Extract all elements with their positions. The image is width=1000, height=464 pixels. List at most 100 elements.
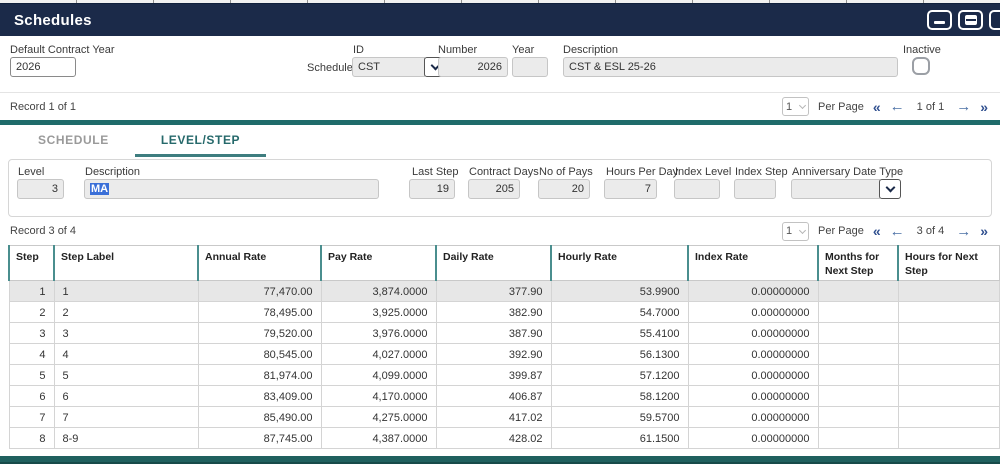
- table-cell[interactable]: 55.4100: [550, 322, 689, 345]
- table-cell[interactable]: 87,745.00: [197, 427, 322, 450]
- prev-page-icon[interactable]: ←: [889, 98, 905, 115]
- table-cell[interactable]: 83,409.00: [197, 385, 322, 408]
- table-cell[interactable]: 77,470.00: [197, 280, 322, 303]
- table-cell[interactable]: 4: [53, 343, 199, 366]
- table-cell[interactable]: 0.00000000: [687, 322, 819, 345]
- restore-window-button[interactable]: [958, 10, 983, 30]
- table-cell[interactable]: 78,495.00: [197, 301, 322, 324]
- column-header[interactable]: Hourly Rate: [550, 244, 688, 282]
- table-cell[interactable]: 54.7000: [550, 301, 689, 324]
- default-contract-year-input[interactable]: 2026: [10, 57, 76, 77]
- table-cell[interactable]: 0.00000000: [687, 406, 819, 429]
- table-cell[interactable]: 2: [53, 301, 199, 324]
- first-page-icon[interactable]: «: [872, 98, 881, 115]
- level-description-field[interactable]: MA: [84, 179, 379, 199]
- per-page-select[interactable]: 1: [782, 221, 809, 241]
- table-cell[interactable]: [817, 427, 899, 450]
- column-header[interactable]: Months for Next Step: [817, 244, 898, 282]
- table-cell[interactable]: 57.1200: [550, 364, 689, 387]
- table-cell[interactable]: 7: [53, 406, 199, 429]
- table-cell[interactable]: 399.87: [435, 364, 552, 387]
- table-cell[interactable]: 56.1300: [550, 343, 689, 366]
- table-cell[interactable]: [897, 385, 1000, 408]
- table-row[interactable]: 6 6 83,409.00 4,170.0000 406.87 58.1200 0.0000…: [8, 385, 1000, 408]
- table-cell[interactable]: [897, 427, 1000, 450]
- close-button-partial[interactable]: [989, 10, 1000, 30]
- first-page-icon[interactable]: «: [872, 223, 881, 239]
- table-cell[interactable]: 85,490.00: [197, 406, 322, 429]
- table-cell[interactable]: 406.87: [435, 385, 552, 408]
- table-cell[interactable]: 3,874.0000: [320, 280, 437, 303]
- table-cell[interactable]: 7: [8, 406, 55, 429]
- tab-schedule[interactable]: SCHEDULE: [38, 133, 109, 147]
- column-header[interactable]: Annual Rate: [197, 244, 321, 282]
- table-cell[interactable]: 0.00000000: [687, 301, 819, 324]
- table-cell[interactable]: [897, 322, 1000, 345]
- table-cell[interactable]: [817, 301, 899, 324]
- table-cell[interactable]: [897, 343, 1000, 366]
- anniversary-date-type-dropdown-button[interactable]: [879, 179, 901, 199]
- table-cell[interactable]: 382.90: [435, 301, 552, 324]
- table-cell[interactable]: [817, 364, 899, 387]
- table-cell[interactable]: 1: [53, 280, 199, 303]
- prev-page-icon[interactable]: ←: [889, 222, 905, 240]
- table-cell[interactable]: 79,520.00: [197, 322, 322, 345]
- table-row[interactable]: 3 3 79,520.00 3,976.0000 387.90 55.4100 0.0000…: [8, 322, 1000, 345]
- last-page-icon[interactable]: »: [980, 223, 988, 239]
- table-row[interactable]: 4 4 80,545.00 4,027.0000 392.90 56.1300 0.0000…: [8, 343, 1000, 366]
- table-cell[interactable]: 61.1500: [550, 427, 689, 450]
- column-header[interactable]: Index Rate: [687, 244, 818, 282]
- table-row[interactable]: 7 7 85,490.00 4,275.0000 417.02 59.5700 0.0000…: [8, 406, 1000, 429]
- table-cell[interactable]: 80,545.00: [197, 343, 322, 366]
- table-cell[interactable]: 8: [8, 427, 55, 450]
- next-page-icon[interactable]: →: [956, 222, 972, 240]
- table-cell[interactable]: 4,170.0000: [320, 385, 437, 408]
- anniversary-date-type-field[interactable]: [791, 179, 880, 199]
- table-row[interactable]: 1 1 77,470.00 3,874.0000 377.90 53.9900 0.0000…: [8, 280, 1000, 303]
- table-cell[interactable]: 3: [8, 322, 55, 345]
- table-cell[interactable]: 417.02: [435, 406, 552, 429]
- per-page-select[interactable]: 1: [782, 97, 809, 116]
- table-cell[interactable]: 5: [53, 364, 199, 387]
- table-cell[interactable]: 81,974.00: [197, 364, 322, 387]
- table-cell[interactable]: 392.90: [435, 343, 552, 366]
- table-cell[interactable]: 4: [8, 343, 55, 366]
- minimize-button[interactable]: [927, 10, 952, 30]
- table-cell[interactable]: 377.90: [435, 280, 552, 303]
- inactive-checkbox[interactable]: [912, 57, 930, 75]
- table-cell[interactable]: 5: [8, 364, 55, 387]
- table-cell[interactable]: 0.00000000: [687, 364, 819, 387]
- table-cell[interactable]: [897, 364, 1000, 387]
- table-cell[interactable]: [897, 280, 1000, 303]
- table-cell[interactable]: 3,925.0000: [320, 301, 437, 324]
- table-cell[interactable]: 4,027.0000: [320, 343, 437, 366]
- column-header[interactable]: Step: [8, 244, 54, 282]
- table-cell[interactable]: 0.00000000: [687, 427, 819, 450]
- table-cell[interactable]: [897, 406, 1000, 429]
- table-row[interactable]: 8 8-9 87,745.00 4,387.0000 428.02 61.1500 0.00…: [8, 427, 1000, 450]
- column-header[interactable]: Hours for Next Step: [897, 244, 1000, 282]
- table-cell[interactable]: 53.9900: [550, 280, 689, 303]
- table-cell[interactable]: 0.00000000: [687, 343, 819, 366]
- table-cell[interactable]: [817, 343, 899, 366]
- table-cell[interactable]: [817, 385, 899, 408]
- table-cell[interactable]: 6: [53, 385, 199, 408]
- table-cell[interactable]: 4,387.0000: [320, 427, 437, 450]
- table-row[interactable]: 5 5 81,974.00 4,099.0000 399.87 57.1200 0.0000…: [8, 364, 1000, 387]
- column-header[interactable]: Daily Rate: [435, 244, 551, 282]
- next-page-icon[interactable]: →: [956, 98, 972, 115]
- table-cell[interactable]: 58.1200: [550, 385, 689, 408]
- table-row[interactable]: 2 2 78,495.00 3,925.0000 382.90 54.7000 0.0000…: [8, 301, 1000, 324]
- table-cell[interactable]: 387.90: [435, 322, 552, 345]
- table-cell[interactable]: 0.00000000: [687, 385, 819, 408]
- column-header[interactable]: Pay Rate: [320, 244, 436, 282]
- table-cell[interactable]: 3: [53, 322, 199, 345]
- last-page-icon[interactable]: »: [980, 98, 988, 115]
- table-cell[interactable]: [897, 301, 1000, 324]
- table-cell[interactable]: [817, 280, 899, 303]
- schedule-id-field[interactable]: CST: [352, 57, 425, 77]
- table-cell[interactable]: 4,275.0000: [320, 406, 437, 429]
- table-cell[interactable]: 2: [8, 301, 55, 324]
- table-cell[interactable]: [817, 322, 899, 345]
- table-cell[interactable]: 59.5700: [550, 406, 689, 429]
